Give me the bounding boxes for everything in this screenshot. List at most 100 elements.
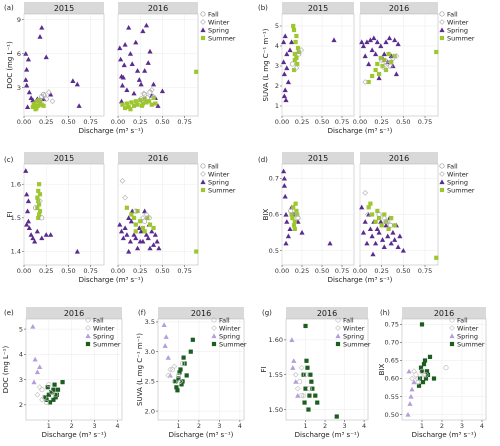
panel-letter: (d) xyxy=(258,156,268,164)
data-point-summer xyxy=(129,212,134,217)
data-point-summer xyxy=(147,222,153,227)
data-point-spring xyxy=(137,238,143,244)
data-point-winter xyxy=(177,378,184,385)
data-point-summer xyxy=(36,198,41,204)
data-point-spring xyxy=(282,193,288,199)
data-point-fall xyxy=(43,96,49,102)
x-axis-label: Discharge (m³ s⁻¹) xyxy=(412,431,477,439)
data-point-spring xyxy=(149,228,155,234)
legend-key-spring xyxy=(439,179,445,185)
data-point-spring xyxy=(25,56,32,62)
data-point-spring xyxy=(147,245,153,251)
data-point-summer xyxy=(37,209,43,214)
data-point-winter xyxy=(165,372,172,379)
data-point-spring xyxy=(37,34,43,39)
data-point-spring xyxy=(142,68,148,73)
data-point-summer xyxy=(303,386,308,391)
legend-label-winter: Winter xyxy=(447,18,469,26)
data-point-winter xyxy=(48,389,55,396)
panel-letter: (a) xyxy=(4,4,14,12)
data-point-summer xyxy=(47,400,53,405)
data-point-summer xyxy=(382,57,387,63)
data-point-summer xyxy=(368,201,373,206)
data-point-summer xyxy=(291,223,297,228)
facet-strip-label: 2016 xyxy=(317,309,337,318)
data-point-summer xyxy=(133,99,138,104)
data-point-winter xyxy=(384,218,391,225)
data-point-spring xyxy=(120,235,126,241)
y-tick-label: 6 xyxy=(17,50,21,58)
data-point-summer xyxy=(151,225,156,231)
chart-panel-a: (a) 2015 3 6 9 0.00 0.25 0.50 0.75 2016 0.00 0.25 0.… xyxy=(4,2,236,135)
data-point-summer xyxy=(423,376,429,381)
legend-key-winter xyxy=(85,325,91,331)
x-tick-label: 4 xyxy=(238,422,242,430)
data-point-summer xyxy=(128,107,133,112)
data-point-spring xyxy=(374,39,380,45)
facet-strip xyxy=(282,152,354,164)
data-point-spring xyxy=(379,237,386,242)
legend-key-summer xyxy=(85,341,91,347)
data-point-winter xyxy=(39,396,45,403)
data-point-summer xyxy=(295,61,300,67)
y-axis-label: DOC (mg L⁻¹) xyxy=(6,41,14,89)
data-point-spring xyxy=(281,39,287,45)
y-tick-label: 1.4 xyxy=(11,248,21,256)
data-point-spring xyxy=(383,222,389,228)
data-point-winter xyxy=(49,98,56,105)
legend-label-spring: Spring xyxy=(219,332,240,340)
data-point-spring xyxy=(48,232,54,237)
data-point-spring xyxy=(409,386,415,392)
data-point-summer xyxy=(419,322,425,327)
chart-panel-d: (d) 2015 0.5 0.6 0.7 0.00 0.25 0.50 0.75 2016 0.00… xyxy=(258,152,475,284)
facet: 2016 2 3 4 5 1 2 3 4 xyxy=(19,307,123,430)
data-point-spring xyxy=(373,51,379,57)
data-point-winter xyxy=(36,384,43,391)
x-tick-label: 0.75 xyxy=(418,267,432,275)
legend-key-spring xyxy=(335,333,341,339)
data-point-summer xyxy=(379,223,384,228)
data-point-summer xyxy=(421,361,427,367)
x-tick-label: 0.75 xyxy=(177,267,191,275)
facet-strip xyxy=(26,307,122,319)
data-point-summer xyxy=(30,104,35,110)
legend-key-summer xyxy=(439,187,445,193)
data-point-spring xyxy=(70,78,76,83)
data-point-spring xyxy=(366,211,372,217)
data-point-summer xyxy=(138,98,143,103)
data-point-spring xyxy=(393,71,399,77)
data-point-summer xyxy=(51,387,56,392)
x-tick-label: 0.50 xyxy=(315,118,329,126)
data-point-summer xyxy=(293,201,298,206)
legend-label-spring: Spring xyxy=(208,178,229,186)
x-tick-label: 0.00 xyxy=(111,267,125,275)
data-point-spring xyxy=(24,82,30,88)
data-point-summer xyxy=(54,392,59,397)
y-tick-label: 3 xyxy=(275,62,279,70)
data-point-spring xyxy=(39,25,45,30)
facet-strip-label: 2016 xyxy=(389,4,409,13)
x-axis-label: Discharge (m³ s⁻¹) xyxy=(169,431,234,439)
data-point-spring xyxy=(161,322,167,328)
data-point-spring xyxy=(23,77,29,82)
x-tick-label: 0.00 xyxy=(17,118,31,126)
legend-label-winter: Winter xyxy=(208,18,230,26)
x-tick-label: 0.25 xyxy=(374,267,388,275)
data-point-spring xyxy=(392,237,398,242)
facet-strip xyxy=(360,152,438,164)
data-point-fall xyxy=(171,378,177,384)
data-point-spring xyxy=(133,39,139,45)
legend-key-summer xyxy=(200,35,206,41)
data-point-spring xyxy=(118,56,124,62)
data-point-fall xyxy=(419,368,425,374)
data-point-spring xyxy=(369,233,375,239)
data-point-summer xyxy=(46,392,51,397)
data-point-spring xyxy=(24,208,31,214)
legend-label-fall: Fall xyxy=(447,162,458,170)
facet: 2016 0.00 0.25 0.50 0.75 xyxy=(111,152,199,275)
data-point-spring xyxy=(406,368,412,374)
data-point-fall xyxy=(289,61,295,67)
legend-key-summer xyxy=(335,341,341,347)
facet: 2015 1.4 1.5 1.6 0.00 0.25 0.50 0.75 xyxy=(11,152,105,275)
legend-label-summer: Summer xyxy=(208,186,236,194)
